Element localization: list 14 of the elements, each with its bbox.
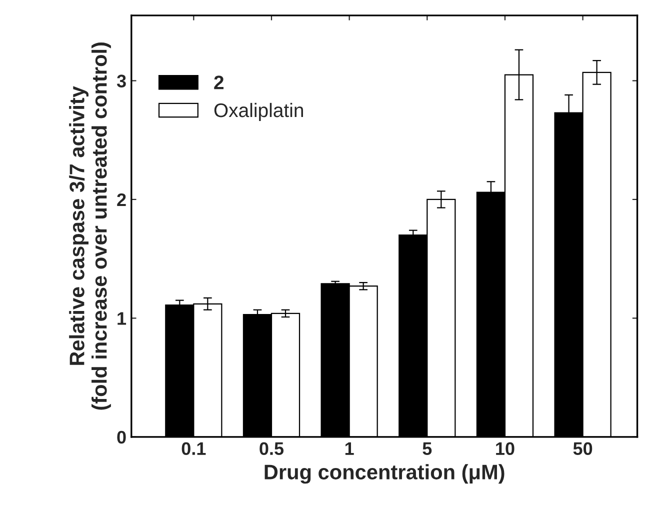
legend-label: Oxaliplatin (214, 102, 303, 122)
y-axis-title: Relative caspase 3/7 activity (fold increase over untreated control) (69, 42, 111, 410)
x-tick-label: 5 (422, 442, 432, 456)
x-tick-label: 50 (573, 442, 592, 456)
y-tick-label: 0 (117, 430, 126, 444)
x-axis-title: Drug concentration (μM) (264, 464, 504, 484)
x-tick-label: 10 (496, 442, 514, 456)
y-tick-label: 3 (116, 74, 126, 88)
x-tick-label: 0.5 (260, 442, 284, 456)
x-tick-label: 0.1 (182, 442, 206, 456)
x-tick-label: 1 (345, 442, 354, 455)
y-tick-label: 2 (117, 193, 126, 206)
legend-label: 2 (214, 76, 224, 90)
y-tick-label: 1 (118, 312, 126, 325)
